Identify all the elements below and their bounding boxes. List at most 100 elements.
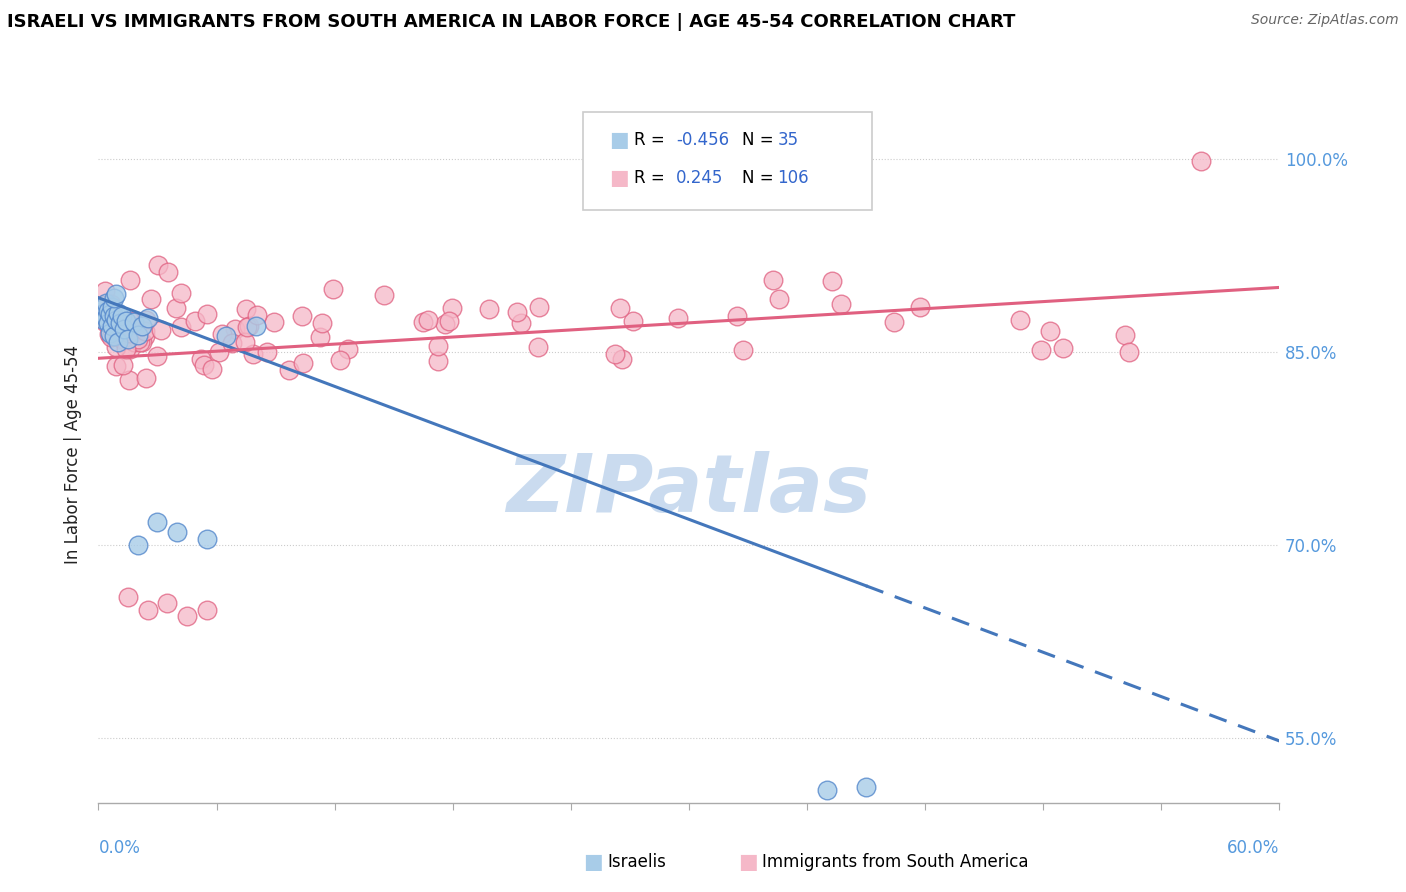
Point (111, 358, 134, 372)
Point (190, 351, 212, 366)
Point (195, 602, 218, 616)
Point (434, 317, 457, 331)
Point (98, 327, 121, 342)
Point (211, 326, 233, 341)
Point (111, 309, 134, 323)
Point (170, 285, 193, 300)
Point (1118, 344, 1140, 359)
Point (100, 319, 122, 334)
Point (98, 317, 121, 331)
Point (103, 291, 125, 305)
Point (134, 324, 156, 338)
Point (621, 314, 644, 328)
Point (762, 273, 785, 287)
Point (117, 332, 139, 346)
Point (118, 343, 141, 357)
Point (1039, 324, 1062, 338)
Point (146, 515, 169, 529)
Point (311, 316, 333, 330)
Point (416, 312, 439, 326)
Point (118, 326, 141, 340)
Point (278, 363, 301, 377)
Point (193, 358, 215, 372)
Point (768, 292, 790, 306)
Point (666, 311, 689, 326)
Point (96, 311, 118, 326)
Point (245, 319, 267, 334)
Point (908, 301, 931, 315)
Point (118, 373, 141, 387)
Point (98, 312, 121, 326)
Point (1114, 328, 1136, 343)
Point (291, 356, 314, 370)
Point (136, 602, 159, 616)
Point (105, 286, 128, 301)
Point (256, 345, 278, 359)
Point (94, 284, 117, 298)
Point (107, 306, 129, 320)
Point (101, 309, 124, 323)
Point (242, 347, 264, 361)
Point (233, 334, 256, 349)
Text: Israelis: Israelis (607, 853, 666, 871)
Point (526, 340, 548, 354)
Point (1031, 343, 1053, 357)
Point (883, 314, 905, 328)
Point (134, 329, 156, 343)
Point (215, 329, 238, 343)
Point (122, 315, 145, 329)
Point (127, 328, 149, 343)
Point (830, 297, 852, 311)
Point (100, 296, 122, 310)
Point (156, 596, 179, 610)
Text: 0.245: 0.245 (676, 169, 724, 187)
Point (101, 300, 124, 314)
Point (322, 282, 344, 296)
Point (105, 340, 128, 354)
Point (108, 317, 131, 331)
Point (129, 335, 152, 350)
Point (1010, 313, 1032, 327)
Point (291, 310, 314, 324)
Point (527, 301, 550, 315)
Point (821, 274, 844, 288)
Point (93, 312, 115, 326)
Point (224, 322, 246, 336)
Point (114, 343, 136, 357)
Point (612, 352, 634, 367)
Point (107, 334, 129, 349)
Point (135, 371, 157, 385)
Point (93, 306, 115, 320)
Point (124, 319, 146, 334)
Point (1189, 154, 1212, 169)
Point (98, 326, 121, 340)
Point (373, 288, 395, 302)
Point (120, 314, 142, 328)
Point (263, 315, 285, 329)
Point (727, 310, 749, 324)
Point (91, 298, 114, 312)
Text: 35: 35 (778, 131, 799, 149)
Point (105, 312, 128, 326)
Text: ■: ■ (738, 852, 758, 871)
Point (148, 258, 170, 272)
Point (609, 301, 631, 316)
Point (93, 311, 115, 326)
Point (169, 320, 191, 334)
Point (506, 304, 529, 318)
Point (427, 339, 450, 353)
Y-axis label: In Labor Force | Age 45-54: In Labor Force | Age 45-54 (65, 345, 83, 565)
Point (112, 321, 135, 335)
Point (115, 330, 138, 344)
Text: ■: ■ (609, 169, 628, 188)
Point (127, 333, 149, 347)
Point (329, 353, 352, 368)
Point (336, 342, 359, 356)
Point (510, 316, 533, 330)
Point (437, 314, 460, 328)
Point (94, 315, 117, 329)
Point (118, 273, 141, 287)
Point (855, 780, 877, 795)
Point (131, 319, 153, 334)
Text: Immigrants from South America: Immigrants from South America (762, 853, 1029, 871)
